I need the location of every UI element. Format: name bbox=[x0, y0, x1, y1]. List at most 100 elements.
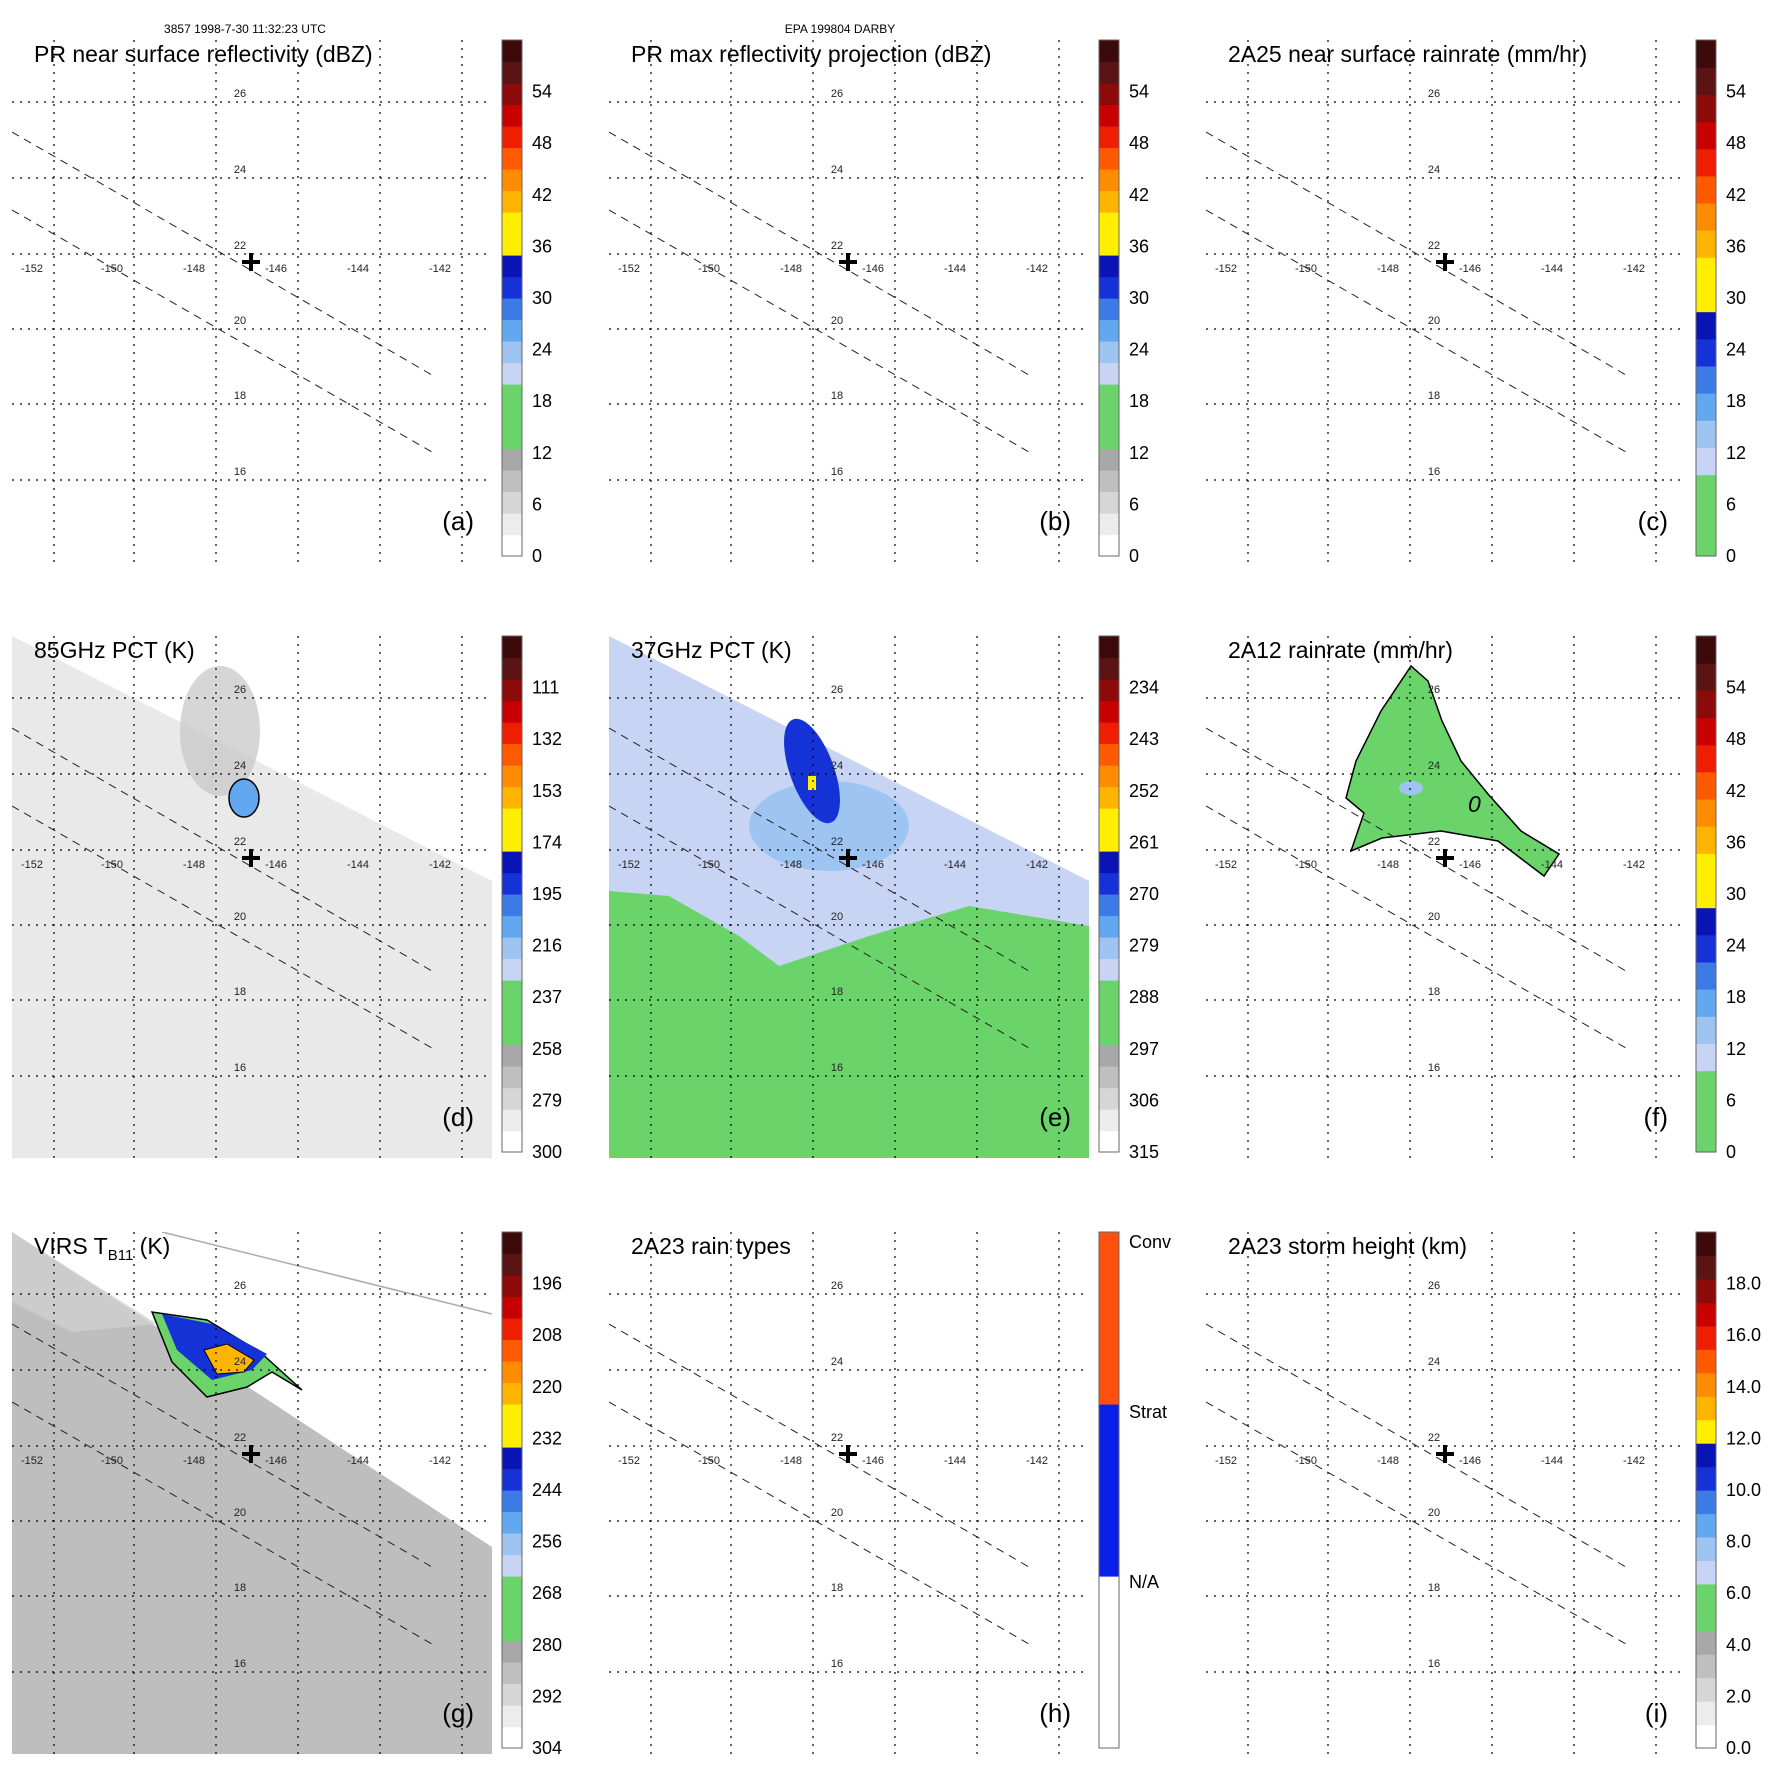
lat-tick-label: 18 bbox=[1428, 1582, 1440, 1594]
colorbar-segment bbox=[502, 1001, 522, 1024]
panel-title: 85GHz PCT (K) bbox=[34, 637, 195, 663]
storm-center-marker bbox=[839, 849, 857, 867]
lon-tick-label: -152 bbox=[1215, 263, 1237, 275]
lat-tick-label: 22 bbox=[831, 836, 843, 848]
lat-tick-label: 26 bbox=[1428, 684, 1440, 696]
panel-label: (d) bbox=[442, 1102, 474, 1132]
colorbar-segment bbox=[1099, 40, 1119, 63]
storm-center-marker bbox=[242, 849, 260, 867]
colorbar-tick-label: 195 bbox=[532, 884, 562, 904]
colorbar-segment bbox=[502, 1576, 522, 1599]
colorbar-segment bbox=[502, 40, 522, 63]
lon-tick-label: -144 bbox=[1541, 1455, 1563, 1467]
colorbar-frame bbox=[1098, 1231, 1120, 1749]
colorbar-segment bbox=[502, 276, 522, 299]
lat-tick-label: 22 bbox=[831, 1432, 843, 1444]
colorbar-segment bbox=[502, 1554, 522, 1577]
map-area: -152 -150 -148 -146 -144 -142 26 24 22 20 18 16 bbox=[1206, 1232, 1686, 1754]
lon-tick-label: -146 bbox=[265, 263, 287, 275]
pr-swath-edge bbox=[12, 131, 433, 376]
colorbar: 0 6 12 18 24 30 36 42 48 54 bbox=[501, 39, 552, 566]
colorbar-segment bbox=[1696, 1255, 1716, 1280]
colorbar-frame bbox=[1098, 635, 1120, 1153]
pr-swath-edge bbox=[12, 1323, 433, 1568]
colorbar-segment bbox=[1696, 474, 1716, 503]
colorbar-tick-label: 54 bbox=[1726, 678, 1746, 698]
colorbar-segment bbox=[1696, 121, 1716, 150]
colorbar-segment bbox=[1099, 1232, 1119, 1405]
colorbar-segment bbox=[1099, 534, 1119, 557]
colorbar-frame bbox=[501, 39, 523, 557]
colorbar-segment bbox=[1099, 808, 1119, 831]
map-area: -152 -150 -148 -146 -144 -142 26 24 22 20 18 16 bbox=[609, 1232, 1089, 1754]
colorbar-segment bbox=[1099, 1044, 1119, 1067]
lon-tick-label: -142 bbox=[429, 263, 451, 275]
lat-tick-label: 20 bbox=[831, 911, 843, 923]
colorbar-segment bbox=[1696, 636, 1716, 664]
colorbar-segment bbox=[1099, 722, 1119, 745]
colorbar-tick-label: 18 bbox=[1726, 391, 1746, 411]
panel-title: VIRS TB11 (K) bbox=[34, 1233, 170, 1264]
colorbar-segment bbox=[1099, 958, 1119, 981]
colorbar: 0 6 12 18 24 30 36 42 48 54 bbox=[1695, 635, 1746, 1162]
panel-h: -152 -150 -148 -146 -144 -142 26 24 22 20 18 16 2A23… bbox=[609, 1231, 1171, 1754]
colorbar-segment bbox=[1696, 338, 1716, 367]
colorbar: 304 292 280 268 256 244 232 220 208 196 bbox=[501, 1231, 562, 1758]
colorbar-segment bbox=[1099, 679, 1119, 702]
deep-convection-core bbox=[228, 778, 260, 818]
colorbar-segment bbox=[1696, 1724, 1716, 1749]
lat-tick-label: 16 bbox=[234, 1062, 246, 1074]
pr-swath-edge bbox=[12, 805, 433, 1049]
colorbar-segment bbox=[1696, 528, 1716, 557]
colorbar-segment bbox=[1099, 448, 1119, 471]
colorbar-segment bbox=[502, 1511, 522, 1534]
colorbar-segment bbox=[1099, 1109, 1119, 1132]
colorbar-segment bbox=[1099, 427, 1119, 450]
colorbar-tick-label: Strat bbox=[1129, 1402, 1167, 1422]
colorbar-segment bbox=[1099, 851, 1119, 874]
colorbar-segment bbox=[1696, 1070, 1716, 1099]
lon-tick-label: -148 bbox=[1377, 1455, 1399, 1467]
colorbar-segment bbox=[502, 1468, 522, 1491]
colorbar-segment bbox=[1099, 765, 1119, 788]
colorbar-tick-label: 12 bbox=[532, 443, 552, 463]
colorbar-segment bbox=[502, 1683, 522, 1706]
colorbar-segment bbox=[502, 1382, 522, 1405]
lon-tick-label: -144 bbox=[347, 859, 369, 871]
colorbar-segment bbox=[1696, 663, 1716, 691]
colorbar-segment bbox=[1099, 405, 1119, 428]
lat-tick-label: 26 bbox=[831, 684, 843, 696]
lon-tick-label: -152 bbox=[1215, 859, 1237, 871]
colorbar-tick-label: 36 bbox=[1129, 236, 1149, 256]
colorbar-segment bbox=[502, 1447, 522, 1470]
colorbar-tick-label: 12 bbox=[1726, 443, 1746, 463]
colorbar-segment bbox=[1099, 298, 1119, 321]
storm-center-marker bbox=[839, 1445, 857, 1463]
colorbar-segment bbox=[502, 679, 522, 702]
lat-tick-label: 26 bbox=[831, 88, 843, 100]
lat-tick-label: 26 bbox=[234, 684, 246, 696]
colorbar-frame bbox=[1695, 1231, 1717, 1749]
coldest-tops bbox=[203, 1343, 255, 1375]
colorbar-tick-label: 24 bbox=[1726, 936, 1746, 956]
colorbar-segment bbox=[1696, 393, 1716, 421]
colorbar-tick-label: 270 bbox=[1129, 884, 1159, 904]
colorbar-segment bbox=[502, 448, 522, 471]
lon-tick-label: -146 bbox=[265, 1455, 287, 1467]
colorbar-segment bbox=[1696, 1349, 1716, 1374]
colorbar-tick-label: 4.0 bbox=[1726, 1635, 1751, 1655]
colorbar-segment bbox=[1696, 1654, 1716, 1679]
pr-swath-edge bbox=[1206, 1323, 1627, 1568]
colorbar-segment bbox=[1099, 1576, 1119, 1749]
lon-tick-label: -152 bbox=[21, 263, 43, 275]
colorbar-segment bbox=[1696, 420, 1716, 448]
swath-field bbox=[12, 636, 492, 1158]
colorbar-tick-label: 252 bbox=[1129, 781, 1159, 801]
colorbar-segment bbox=[502, 980, 522, 1003]
colorbar: 0.0 2.0 4.0 6.0 8.0 10.0 12.0 14.0 16.0 18.0 bbox=[1695, 1231, 1761, 1758]
colorbar-segment bbox=[1696, 1419, 1716, 1444]
colorbar-tick-label: 297 bbox=[1129, 1039, 1159, 1059]
colorbar-tick-label: 232 bbox=[532, 1428, 562, 1448]
panel-e: -152 -150 -148 -146 -144 -142 26 24 22 20 18 16 37GH… bbox=[609, 635, 1159, 1162]
colorbar-tick-label: 54 bbox=[1129, 82, 1149, 102]
